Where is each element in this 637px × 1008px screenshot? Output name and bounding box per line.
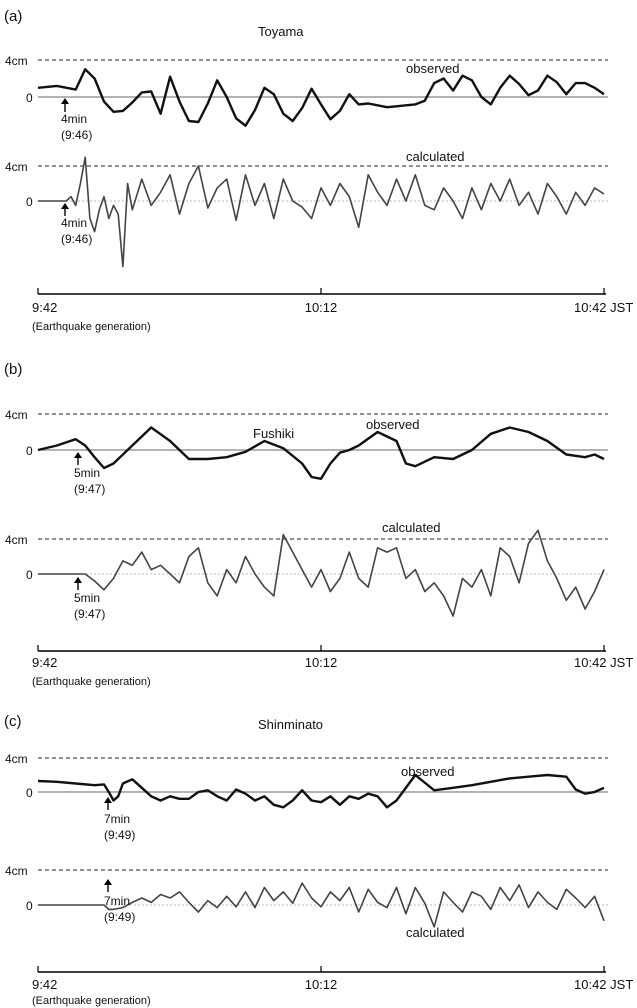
observed-arrival-arrowhead <box>61 98 69 104</box>
x-axis-note: (Earthquake generation) <box>32 676 151 688</box>
observed-y-tick-4cm: 4cm <box>5 54 28 68</box>
panel-label: (a) <box>4 8 22 25</box>
calculated-series-line <box>38 156 605 268</box>
observed-series-line <box>37 426 605 480</box>
observed-arrival-minutes: 4min <box>61 112 87 126</box>
panel-a: (a) Toyama 4cm 0 observed 4cm 0 calculated 4min (… <box>4 8 633 333</box>
observed-y-tick-0: 0 <box>26 786 33 800</box>
calculated-arrival-time: (9:49) <box>104 910 135 924</box>
observed-y-tick-0: 0 <box>26 91 33 105</box>
observed-arrival-time: (9:46) <box>61 128 92 142</box>
panel-b: (b) Fushiki 4cm 0 observed 4cm 0 calculated 5min… <box>4 361 633 688</box>
calculated-arrival-arrowhead <box>104 879 112 885</box>
observed-series-label: observed <box>366 417 419 432</box>
observed-y-tick-4cm: 4cm <box>5 752 28 766</box>
x-axis-note: (Earthquake generation) <box>32 321 151 333</box>
x-tick-label-start: 9:42 <box>32 977 57 992</box>
x-tick-label-start: 9:42 <box>32 300 57 315</box>
observed-arrival-arrowhead <box>104 797 112 803</box>
observed-arrival-time: (9:49) <box>104 828 135 842</box>
panel-label: (b) <box>4 361 22 378</box>
calculated-series-line <box>38 882 605 928</box>
observed-arrival-minutes: 5min <box>74 466 100 480</box>
x-tick-label-mid: 10:12 <box>305 300 338 315</box>
calculated-y-tick-0: 0 <box>26 568 33 582</box>
calculated-arrival-arrowhead <box>74 577 82 583</box>
panel-title: Fushiki <box>253 426 294 441</box>
calculated-y-tick-4cm: 4cm <box>5 533 28 547</box>
calculated-y-tick-4cm: 4cm <box>5 160 28 174</box>
calculated-arrival-minutes: 5min <box>74 591 100 605</box>
panel-title: Toyama <box>258 24 304 39</box>
x-tick-label-mid: 10:12 <box>305 655 338 670</box>
observed-series-line <box>37 68 605 127</box>
calculated-arrival-minutes: 4min <box>61 216 87 230</box>
panel-title: Shinminato <box>258 717 323 732</box>
observed-arrival-minutes: 7min <box>104 812 130 826</box>
observed-y-tick-0: 0 <box>26 444 33 458</box>
calculated-arrival-arrowhead <box>61 203 69 209</box>
x-axis-note: (Earthquake generation) <box>32 995 151 1007</box>
calculated-series-line <box>38 529 605 617</box>
observed-series-label: observed <box>406 61 459 76</box>
observed-series-line <box>37 773 605 809</box>
x-tick-label-end: 10:42 JST <box>574 300 633 315</box>
calculated-arrival-time: (9:47) <box>74 607 105 621</box>
x-tick-label-end: 10:42 JST <box>574 655 633 670</box>
observed-arrival-arrowhead <box>74 452 82 458</box>
x-tick-label-start: 9:42 <box>32 655 57 670</box>
calculated-arrival-minutes: 7min <box>104 894 130 908</box>
observed-series-label: observed <box>401 764 454 779</box>
panel-c: (c) Shinminato 4cm 0 observed 4cm 0 calculated 7… <box>4 713 633 1007</box>
calculated-series-label: calculated <box>406 925 465 940</box>
calculated-y-tick-4cm: 4cm <box>5 864 28 878</box>
observed-arrival-time: (9:47) <box>74 482 105 496</box>
x-tick-label-mid: 10:12 <box>305 977 338 992</box>
observed-y-tick-4cm: 4cm <box>5 408 28 422</box>
calculated-y-tick-0: 0 <box>26 899 33 913</box>
calculated-y-tick-0: 0 <box>26 195 33 209</box>
x-tick-label-end: 10:42 JST <box>574 977 633 992</box>
calculated-series-label: calculated <box>382 520 441 535</box>
panel-label: (c) <box>4 713 22 730</box>
calculated-series-label: calculated <box>406 149 465 164</box>
calculated-arrival-time: (9:46) <box>61 232 92 246</box>
